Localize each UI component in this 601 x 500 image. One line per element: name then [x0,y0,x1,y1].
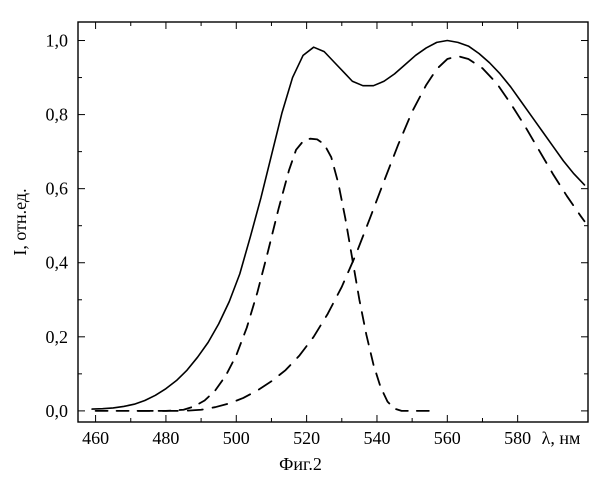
x-axis-label: λ, нм [542,428,581,448]
x-tick-label: 460 [82,428,109,448]
x-tick-label: 500 [223,428,250,448]
figure-caption: Фиг.2 [279,454,322,474]
y-tick-label: 0,4 [46,253,69,273]
y-tick-label: 1,0 [46,31,69,51]
y-tick-label: 0,6 [46,179,69,199]
chart-bg [0,0,601,500]
x-tick-label: 480 [152,428,179,448]
y-axis-label: I, отн.ед. [10,188,30,255]
x-tick-label: 560 [434,428,461,448]
x-tick-label: 520 [293,428,320,448]
x-tick-label: 540 [363,428,390,448]
y-tick-label: 0,0 [46,401,69,421]
x-tick-label: 580 [504,428,531,448]
spectrum-chart: 460 480 500 520 540 560 580 0,0 0,2 0,4 0,6 0,8 1,0 I… [0,0,601,500]
y-tick-label: 0,8 [46,105,69,125]
y-tick-label: 0,2 [46,327,69,347]
